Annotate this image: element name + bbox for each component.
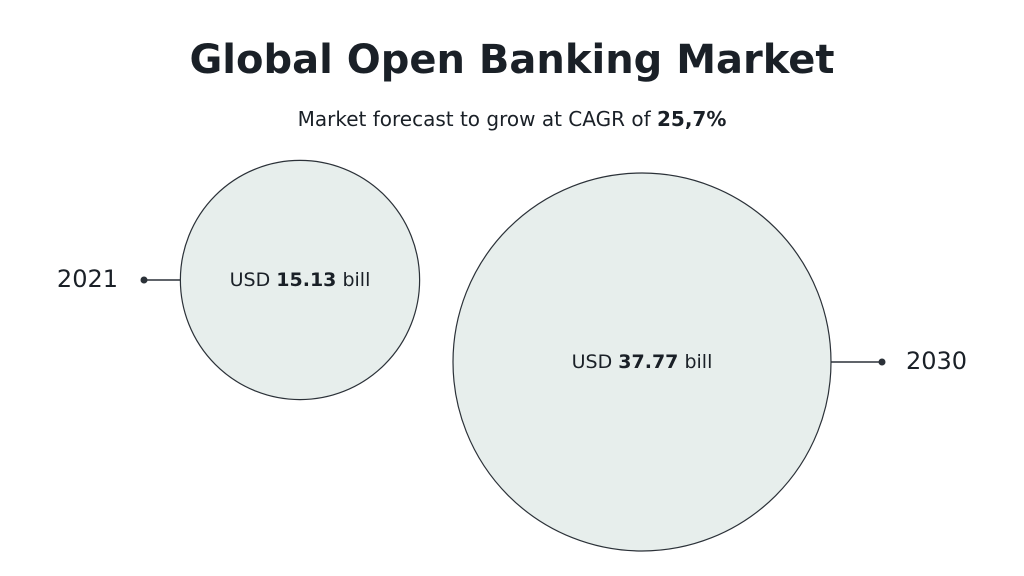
value-number: 37.77 [618,351,678,373]
value-suffix: bill [684,351,712,373]
value-label: USD 37.77 bill [572,351,713,373]
chart-title: Global Open Banking Market [189,37,834,83]
value-prefix: USD [572,351,613,373]
chart-subtitle: Market forecast to grow at CAGR of 25,7% [298,107,727,131]
value-prefix: USD [230,269,271,291]
value-label: USD 15.13 bill [230,269,371,291]
subtitle-highlight: 25,7% [657,107,726,131]
year-label: 2030 [906,347,967,375]
connector-dot [878,358,886,366]
subtitle-text: Market forecast to grow at CAGR of [298,107,652,131]
year-label: 2021 [57,265,118,293]
value-suffix: bill [342,269,370,291]
value-number: 15.13 [276,269,336,291]
connector-dot [140,276,148,284]
